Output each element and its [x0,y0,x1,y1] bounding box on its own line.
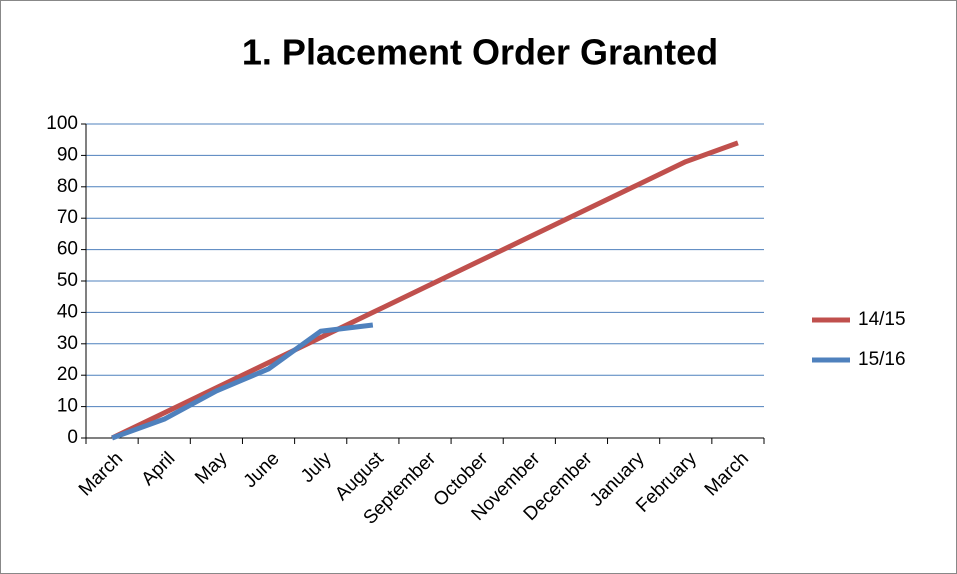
y-tick-label: 70 [57,207,78,228]
legend-label: 15/16 [858,349,906,370]
y-tick-label: 50 [57,270,78,291]
series-line [111,322,374,441]
y-tick-label: 20 [57,364,78,385]
y-tick-label: 40 [57,301,78,322]
y-tick-label: 10 [57,396,78,417]
y-tick-label: 0 [67,427,78,448]
y-tick-label: 60 [57,239,78,260]
y-tick-label: 90 [57,144,78,165]
series-line [110,140,739,441]
y-tick-label: 80 [57,176,78,197]
legend-label: 14/15 [858,309,906,330]
y-tick-label: 100 [46,113,78,134]
chart-title: 1. Placement Order Granted [242,32,718,73]
y-tick-label: 30 [57,333,78,354]
